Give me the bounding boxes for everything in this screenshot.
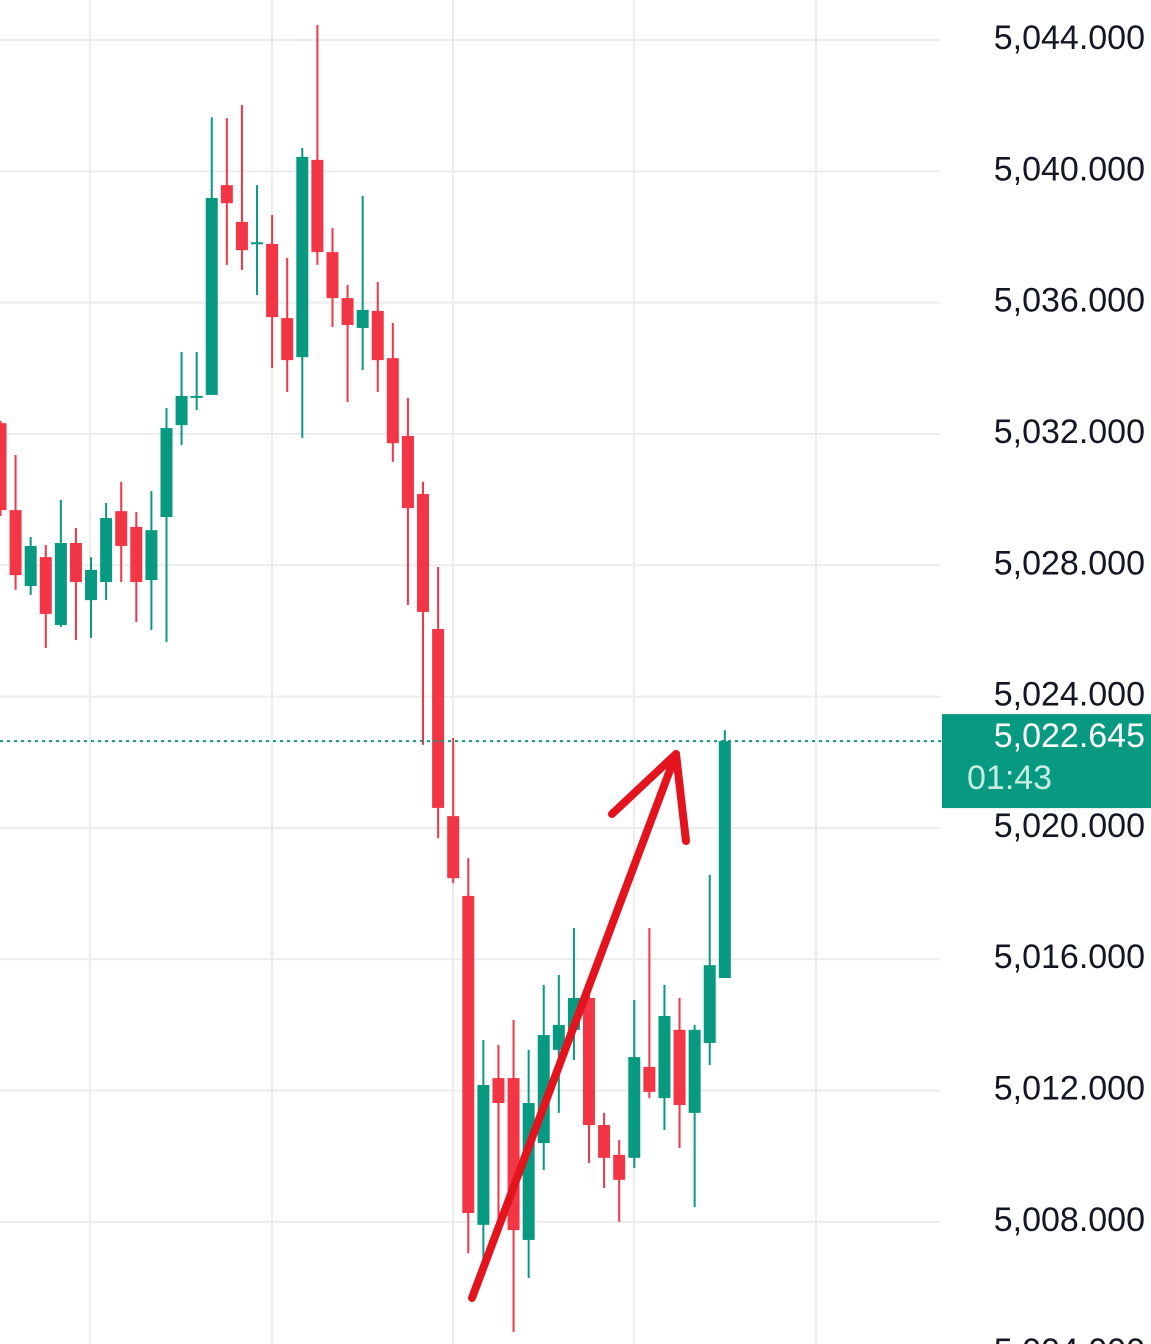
current-price-box [942, 714, 1151, 809]
candle-body [401, 435, 414, 509]
y-axis: 5,004.000 5,008.000 5,012.000 5,016.000 5,02… [994, 19, 1145, 1344]
candle-body [356, 309, 369, 328]
candle-body [85, 569, 98, 601]
y-tick-label: 5,028.000 [994, 544, 1145, 582]
candle-body [552, 1024, 565, 1050]
candle-body [703, 965, 716, 1043]
candle-body [477, 1084, 490, 1225]
candle-body [115, 511, 128, 546]
candle-body [371, 310, 384, 361]
candle-body [583, 997, 596, 1126]
candles [0, 24, 731, 1332]
y-tick-label: 5,020.000 [994, 807, 1145, 845]
y-tick-label: 5,040.000 [994, 150, 1145, 188]
candle-body [658, 1016, 671, 1099]
candle-body [220, 185, 233, 204]
y-tick-label: 5,044.000 [994, 19, 1145, 57]
candle-body [326, 252, 339, 299]
y-tick-label: 5,032.000 [994, 413, 1145, 451]
candle-body [417, 494, 430, 612]
candle-body [0, 423, 7, 511]
candle-body [130, 526, 143, 583]
candle-body [190, 395, 203, 398]
candle-body [613, 1154, 626, 1180]
arrow-shaft [468, 750, 680, 1302]
candle-body [311, 159, 324, 253]
candle-body [386, 358, 399, 444]
y-tick-label: 5,016.000 [994, 938, 1145, 976]
candle-body [432, 628, 445, 808]
candle-body [447, 816, 460, 879]
candle-body [628, 1057, 641, 1158]
candle-body [9, 510, 22, 576]
candle-body [462, 895, 475, 1214]
candle-body [718, 741, 731, 978]
time-grid [89, 0, 817, 1344]
candle-body [673, 1029, 686, 1106]
countdown-label: 01:43 [967, 759, 1052, 797]
candle-body [24, 545, 37, 586]
y-tick-label: 5,008.000 [994, 1201, 1145, 1239]
current-price-label: 5,022.645 [994, 717, 1145, 755]
y-tick-label: 5,004.000 [994, 1332, 1145, 1344]
y-tick-label: 5,036.000 [994, 282, 1145, 320]
candle-body [251, 242, 264, 245]
y-tick-label: 5,024.000 [994, 676, 1145, 714]
candle-body [688, 1029, 701, 1113]
candle-body [522, 1103, 535, 1240]
candle-body [69, 542, 82, 583]
candle-body [100, 518, 113, 583]
price-marker: 5,022.645 01:43 [0, 714, 1151, 809]
candle-body [296, 156, 309, 358]
candle-body [160, 428, 173, 518]
candle-body [145, 530, 158, 581]
candle-body [598, 1125, 611, 1158]
candle-body [341, 298, 354, 326]
candle-body [643, 1066, 656, 1092]
candle-body [175, 395, 188, 426]
candle-body [492, 1078, 505, 1104]
arrow-head [608, 750, 690, 845]
candle-body [281, 318, 294, 361]
candle-body [235, 221, 248, 251]
annotation-arrow [468, 750, 690, 1302]
y-tick-label: 5,012.000 [994, 1070, 1145, 1108]
candle-body [266, 243, 279, 318]
candle-body [54, 542, 67, 626]
candle-body [39, 557, 52, 614]
candle-body [205, 197, 218, 395]
